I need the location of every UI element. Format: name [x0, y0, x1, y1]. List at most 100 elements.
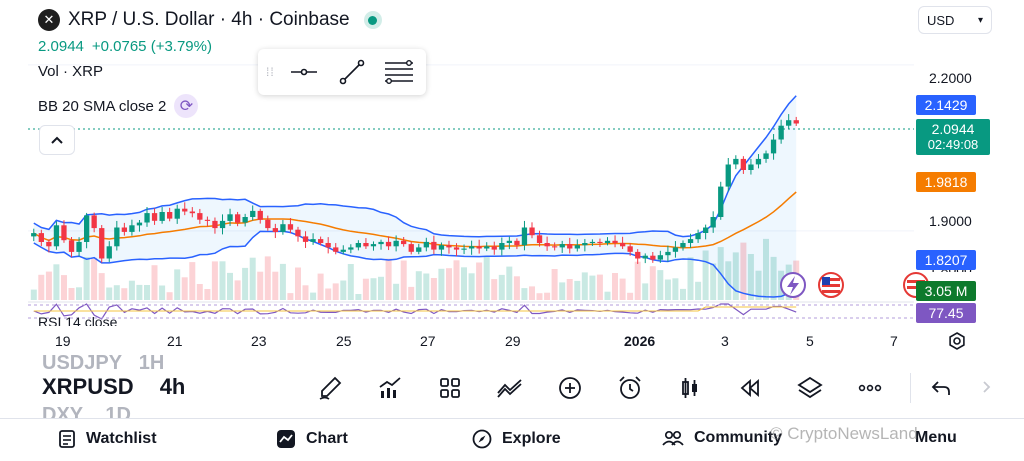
currency-select[interactable]: USD ▾ [918, 6, 992, 34]
volume-bar [204, 289, 211, 300]
bollinger-band-fill [33, 95, 797, 297]
volume-bar [649, 266, 656, 300]
trend-line-tool-icon[interactable] [333, 56, 371, 88]
more-icon[interactable] [840, 370, 900, 406]
volume-bar [634, 261, 641, 300]
candle-body [159, 212, 165, 221]
symbol-prev[interactable]: USDJPY 1H [42, 352, 165, 370]
candle-body [650, 255, 656, 260]
replay-icon[interactable] [720, 370, 780, 406]
volume-bar [702, 250, 709, 300]
candle-body [695, 233, 701, 240]
volume-bar [211, 261, 218, 300]
candles-icon[interactable] [660, 370, 720, 406]
nav-community[interactable]: Community [662, 429, 782, 447]
candle-body [536, 235, 543, 243]
volume-bar [91, 257, 98, 300]
candle-body [363, 243, 369, 247]
volume-bar [453, 260, 460, 300]
event-lightning-icon[interactable] [780, 272, 806, 298]
candle-body [755, 158, 762, 165]
indicators-icon[interactable] [360, 370, 420, 406]
volume-bars [30, 238, 800, 300]
bollinger-indicator-row[interactable]: BB 20 SMA close 2 ⟳ [38, 94, 199, 118]
candle-body [499, 243, 505, 250]
volume-bar [106, 287, 113, 300]
layout-icon[interactable] [420, 370, 480, 406]
bollinger-indicator-label[interactable]: BB 20 SMA close 2 [38, 97, 167, 115]
symbol-next[interactable]: DXY 1D [42, 404, 131, 418]
candle-body [325, 243, 331, 248]
date-axis-label: 7 [890, 333, 898, 349]
drawing-toolbar: ⁞⁞ [258, 49, 426, 95]
candle-body [370, 244, 377, 247]
volume-bar [672, 278, 679, 300]
candle-body [272, 228, 278, 232]
last-price-value: 2.0944 [931, 121, 975, 137]
volume-bar [340, 280, 347, 300]
volume-bar [61, 275, 67, 300]
volume-bar [113, 285, 120, 300]
nav-chart[interactable]: Chart [276, 429, 348, 449]
candle-body [604, 240, 611, 243]
volume-bar [770, 256, 777, 300]
volume-bar [695, 281, 702, 300]
rsi-indicator-label[interactable]: RSI 14 close [38, 314, 118, 326]
volume-bar [219, 261, 226, 300]
nav-menu[interactable]: Menu [915, 429, 957, 447]
volume-bar [446, 268, 452, 300]
candle-body [385, 241, 392, 247]
candle-body [174, 208, 180, 219]
symbol-switcher[interactable]: USDJPY 1H XRPUSD 4h DXY 1D [42, 352, 185, 418]
compare-icon[interactable] [480, 370, 540, 406]
us-flag-event-icon[interactable] [818, 272, 844, 298]
refresh-icon[interactable]: ⟳ [174, 94, 199, 118]
nav-watchlist[interactable]: Watchlist [58, 429, 157, 449]
volume-bar [174, 269, 181, 300]
currency-value: USD [927, 12, 955, 28]
fib-retracement-tool-icon[interactable] [380, 56, 418, 88]
alert-icon[interactable] [600, 370, 660, 406]
symbol-current[interactable]: XRPUSD 4h [42, 374, 185, 400]
price-summary: 2.0944 +0.0765 (+3.79%) [38, 38, 212, 55]
candle-body [310, 239, 316, 242]
volume-bar [581, 272, 588, 300]
date-axis-label: 5 [806, 333, 814, 349]
candle-body [672, 247, 679, 252]
candle-body [484, 246, 490, 249]
candle-body [235, 214, 241, 223]
candle-body [250, 210, 256, 217]
volume-bar [408, 286, 415, 300]
candle-body [340, 249, 346, 252]
undo-icon[interactable] [921, 370, 961, 406]
volume-bar [491, 279, 498, 300]
candle-body [129, 225, 135, 232]
symbol-header[interactable]: ✕ XRP / U.S. Dollar · 4h · Coinbase [38, 9, 382, 31]
pair-title[interactable]: XRP / U.S. Dollar · 4h · Coinbase [68, 9, 350, 30]
bollinger-lower-line [33, 230, 797, 298]
drag-handle-icon[interactable]: ⁞⁞ [266, 65, 275, 79]
price-change: +0.0765 (+3.79%) [91, 38, 212, 55]
volume-bar [144, 285, 150, 300]
community-icon [662, 430, 684, 446]
brush-icon[interactable] [300, 370, 360, 406]
candle-body [348, 247, 354, 250]
horizontal-ray-tool-icon[interactable] [285, 56, 323, 88]
date-axis-label: 23 [251, 333, 267, 349]
volume-bar [755, 270, 762, 300]
nav-explore[interactable]: Explore [472, 429, 561, 449]
bar-countdown: 02:49:08 [927, 137, 979, 152]
date-axis-label: 19 [55, 333, 71, 349]
collapse-indicators-button[interactable] [39, 125, 75, 155]
chart-settings-gear-icon[interactable] [947, 331, 967, 351]
volume-bar [257, 271, 264, 300]
add-icon[interactable] [540, 370, 600, 406]
layers-icon[interactable] [780, 370, 840, 406]
candle-body [740, 158, 746, 170]
volume-indicator-label[interactable]: Vol · XRP [38, 63, 104, 80]
volume-bar [272, 271, 279, 300]
volume-bar [627, 292, 634, 300]
redo-icon[interactable] [961, 370, 1001, 406]
symbol-current-timeframe[interactable]: 4h [159, 374, 186, 399]
